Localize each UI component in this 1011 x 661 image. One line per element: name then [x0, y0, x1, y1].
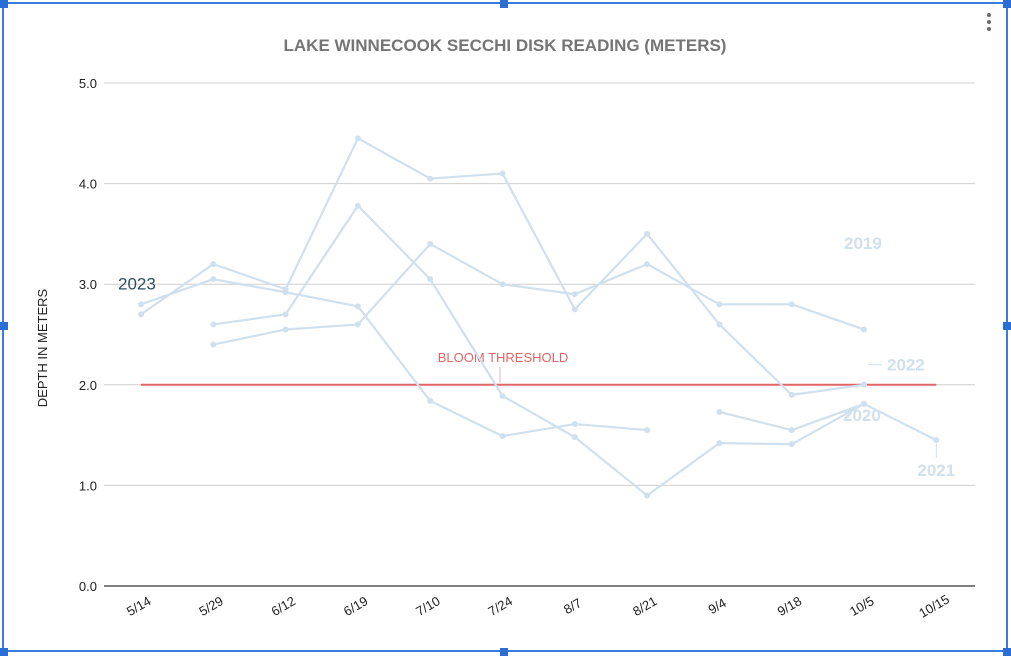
y-tick-label: 5.0	[79, 76, 97, 91]
resize-handle-bottom-center[interactable]	[500, 648, 508, 656]
y-tick-label: 3.0	[79, 277, 97, 292]
data-point-2022	[716, 301, 723, 308]
data-point-2019	[861, 381, 867, 388]
series-line-2022	[213, 242, 865, 346]
resize-handle-bottom-left[interactable]	[0, 648, 8, 656]
data-point-2019	[788, 391, 795, 398]
data-point-2019	[210, 261, 217, 268]
resize-handle-bottom-right[interactable]	[1003, 648, 1011, 656]
y-tick-label: 0.0	[79, 579, 97, 594]
data-point-2020	[427, 276, 434, 283]
series-label-2022: 2022	[887, 356, 925, 375]
data-point-2019	[716, 321, 723, 328]
data-point-2023	[644, 427, 651, 434]
y-tick-label: 4.0	[79, 177, 97, 192]
data-point-2020	[499, 392, 506, 399]
series-label-2021: 2021	[917, 461, 955, 480]
data-point-2021	[861, 400, 867, 407]
series-label-2023: 2023	[118, 274, 156, 293]
data-point-2020	[644, 492, 651, 499]
data-point-2021	[788, 427, 795, 434]
y-axis-label: DEPTH IN METERS	[35, 288, 50, 407]
data-point-2019	[354, 135, 361, 142]
series-line-2020	[213, 204, 865, 497]
series-line-2023	[140, 278, 648, 438]
bloom-threshold-label: BLOOM THRESHOLD	[438, 350, 569, 365]
data-point-2019	[427, 175, 434, 182]
data-point-2023	[571, 421, 578, 428]
series-line-2021	[719, 402, 937, 442]
resize-handle-top-left[interactable]	[0, 0, 8, 8]
data-point-2023	[499, 433, 506, 440]
resize-handle-top-right[interactable]	[1003, 0, 1011, 8]
y-tick-label: 1.0	[79, 478, 97, 493]
resize-handle-middle-left[interactable]	[0, 322, 8, 330]
data-point-2022	[788, 301, 795, 308]
series-label-2019: 2019	[844, 234, 882, 253]
data-point-2020	[788, 441, 795, 448]
data-point-2023	[210, 276, 217, 283]
data-point-2019	[571, 306, 578, 313]
data-point-2022	[644, 261, 651, 268]
data-point-2020	[571, 434, 578, 441]
data-point-2022	[861, 326, 867, 333]
data-point-2021	[933, 437, 940, 444]
data-point-2020	[354, 202, 361, 209]
data-point-2020	[282, 311, 289, 318]
data-point-2022	[427, 240, 434, 247]
y-tick-label: 2.0	[79, 378, 97, 393]
data-point-2022	[354, 321, 361, 328]
more-options-icon[interactable]	[982, 10, 996, 38]
data-point-2022	[499, 281, 506, 288]
data-point-2023	[427, 397, 434, 404]
selection-border	[2, 2, 1008, 652]
resize-handle-top-center[interactable]	[500, 0, 508, 8]
data-point-2023	[354, 303, 361, 310]
data-point-2020	[716, 440, 723, 447]
data-point-2019	[644, 230, 651, 237]
resize-handle-middle-right[interactable]	[1003, 322, 1011, 330]
data-point-2022	[571, 291, 578, 298]
series-label-2020: 2020	[843, 406, 881, 425]
data-point-2022	[282, 326, 289, 333]
data-point-2019	[499, 170, 506, 177]
data-point-2019	[138, 311, 144, 318]
chart-title: LAKE WINNECOOK SECCHI DISK READING (METE…	[284, 36, 727, 55]
data-point-2020	[210, 321, 217, 328]
data-point-2023	[138, 301, 144, 308]
data-point-2022	[210, 341, 217, 348]
data-point-2021	[716, 408, 723, 415]
data-point-2023	[282, 289, 289, 296]
